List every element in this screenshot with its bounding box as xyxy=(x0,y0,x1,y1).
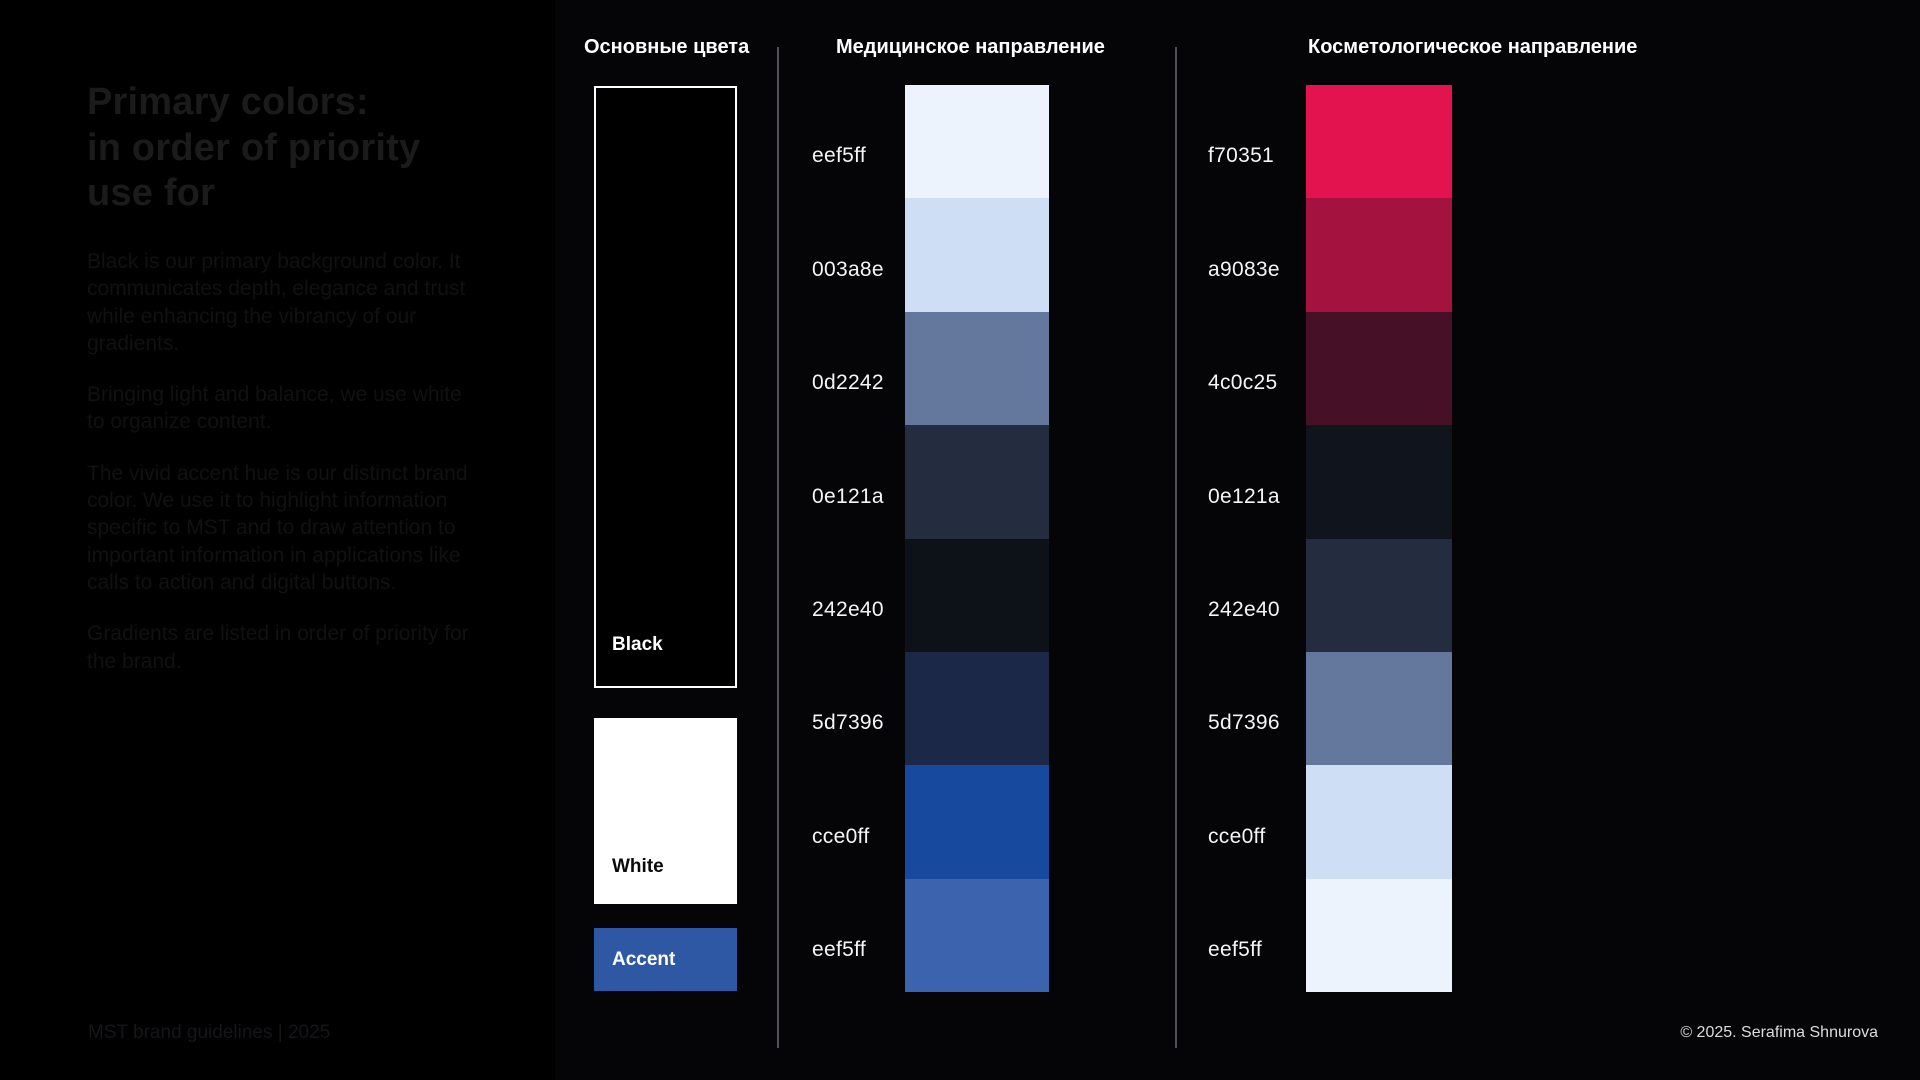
color-swatch xyxy=(905,311,1049,426)
copyright-text: © 2025. Serafima Shnurova xyxy=(1680,1024,1878,1041)
swatch-hex-label: 5d7396 xyxy=(1208,711,1280,735)
description-text-block: Black is our primary background color. I… xyxy=(87,248,472,699)
swatch-row: 242e40 xyxy=(812,538,1049,652)
color-swatch xyxy=(1306,878,1452,992)
color-swatch xyxy=(1306,425,1452,539)
swatch-row: 0d2242 xyxy=(812,311,1049,426)
swatch-hex-label: 003a8e xyxy=(812,257,884,281)
accent-color-swatch: Accent xyxy=(594,928,737,991)
swatch-hex-label: cce0ff xyxy=(812,824,870,848)
main-background-panel xyxy=(555,0,1920,1080)
swatch-row: eef5ff xyxy=(1208,878,1452,992)
swatch-row: eef5ff xyxy=(812,878,1049,992)
swatch-hex-label: 5d7396 xyxy=(812,711,884,735)
color-swatch xyxy=(1306,765,1452,879)
swatch-hex-label: 0d2242 xyxy=(812,371,884,395)
swatch-hex-label: eef5ff xyxy=(812,938,866,961)
swatch-row: cce0ff xyxy=(1208,765,1452,879)
swatch-row: eef5ff xyxy=(812,85,1049,199)
color-swatch xyxy=(905,538,1049,652)
description-paragraph: Bringing light and balance, we use white… xyxy=(87,383,462,434)
white-color-swatch: White xyxy=(594,718,737,904)
color-swatch xyxy=(1306,651,1452,766)
swatch-hex-label: 242e40 xyxy=(1208,597,1280,621)
color-swatch xyxy=(905,85,1049,199)
black-swatch-label: Black xyxy=(612,634,663,655)
footer-note: MST brand guidelines | 2025 xyxy=(88,1022,331,1043)
description-paragraph: Gradients are listed in order of priorit… xyxy=(87,622,469,673)
color-swatch xyxy=(905,651,1049,766)
swatch-hex-label: 0e121a xyxy=(1208,484,1280,508)
black-color-swatch: Black xyxy=(594,86,737,688)
swatch-row: cce0ff xyxy=(812,765,1049,879)
white-swatch-label: White xyxy=(612,856,664,877)
swatch-row: 0e121a xyxy=(812,425,1049,539)
swatch-row: a9083e xyxy=(1208,198,1452,312)
page-title-line: in order of priority xyxy=(87,126,421,169)
swatch-row: 003a8e xyxy=(812,198,1049,312)
swatch-row: 5d7396 xyxy=(812,651,1049,766)
color-swatch xyxy=(905,425,1049,539)
color-swatch xyxy=(1306,198,1452,312)
swatch-hex-label: eef5ff xyxy=(1208,938,1262,961)
cosmetology-palette-heading: Косметологическое направление xyxy=(1308,36,1638,58)
swatch-row: 242e40 xyxy=(1208,538,1452,652)
page-title-line: use for xyxy=(87,172,216,215)
description-paragraph: The vivid accent hue is our distinct bra… xyxy=(87,461,468,594)
swatch-hex-label: eef5ff xyxy=(812,144,866,168)
swatch-hex-label: f70351 xyxy=(1208,144,1275,168)
page-title-line: Primary colors: xyxy=(87,81,369,123)
color-swatch xyxy=(1306,538,1452,652)
swatch-row: 4c0c25 xyxy=(1208,311,1452,426)
primary-colors-heading: Основные цвета xyxy=(584,36,750,58)
color-swatch xyxy=(1306,85,1452,199)
description-paragraph: Black is our primary background color. I… xyxy=(87,250,466,355)
color-swatch xyxy=(905,765,1049,879)
color-swatch xyxy=(905,878,1049,992)
page-title: Primary colors: in order of priority use… xyxy=(87,80,420,217)
accent-swatch-label: Accent xyxy=(612,948,676,970)
swatch-hex-label: 4c0c25 xyxy=(1208,371,1278,395)
swatch-hex-label: 0e121a xyxy=(812,484,884,508)
cosmetology-swatch-list: f70351 a9083e 4c0c25 0e121a 242e40 xyxy=(1208,85,1452,992)
swatch-hex-label: a9083e xyxy=(1208,257,1280,281)
medical-swatch-list: eef5ff 003a8e 0d2242 0e121a 242e40 xyxy=(812,85,1049,992)
color-swatch xyxy=(1306,311,1452,426)
swatch-row: f70351 xyxy=(1208,85,1452,199)
column-divider xyxy=(1175,47,1177,1048)
color-swatch xyxy=(905,198,1049,312)
swatch-row: 5d7396 xyxy=(1208,651,1452,766)
column-divider xyxy=(777,47,779,1048)
swatch-hex-label: cce0ff xyxy=(1208,824,1266,848)
medical-palette-heading: Медицинское направление xyxy=(836,36,1105,58)
swatch-hex-label: 242e40 xyxy=(812,597,884,621)
swatch-row: 0e121a xyxy=(1208,425,1452,539)
